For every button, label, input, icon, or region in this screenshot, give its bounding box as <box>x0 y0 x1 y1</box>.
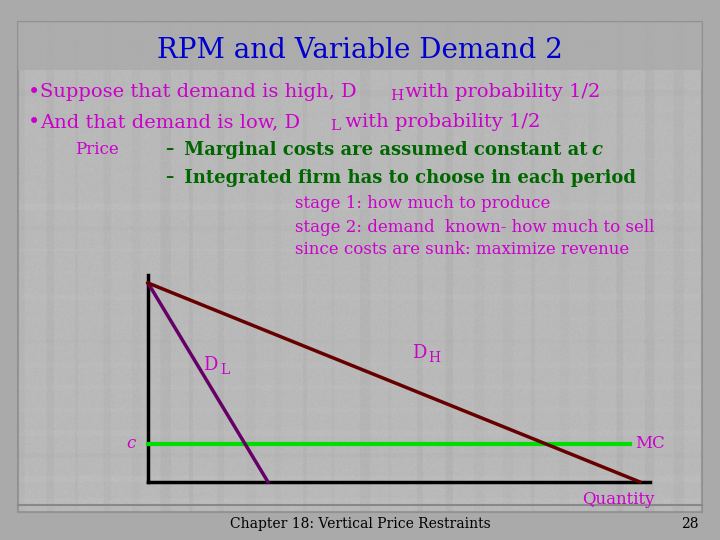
Text: RPM and Variable Demand 2: RPM and Variable Demand 2 <box>157 37 563 64</box>
Text: D: D <box>412 343 426 361</box>
Text: MC: MC <box>635 435 665 453</box>
Text: Marginal costs are assumed constant at: Marginal costs are assumed constant at <box>178 141 594 159</box>
Text: Price: Price <box>75 141 119 159</box>
Text: And that demand is low, D: And that demand is low, D <box>40 113 300 131</box>
Text: since costs are sunk: maximize revenue: since costs are sunk: maximize revenue <box>295 241 629 259</box>
Text: stage 2: demand  known- how much to sell: stage 2: demand known- how much to sell <box>295 219 654 237</box>
Text: c: c <box>591 141 602 159</box>
Text: D: D <box>203 355 217 374</box>
Text: H: H <box>390 89 403 103</box>
Text: Suppose that demand is high, D: Suppose that demand is high, D <box>40 83 356 101</box>
FancyBboxPatch shape <box>18 22 702 512</box>
Text: c: c <box>127 435 136 453</box>
Text: L: L <box>330 119 340 133</box>
Text: 28: 28 <box>681 517 698 531</box>
FancyBboxPatch shape <box>18 22 702 70</box>
Text: Chapter 18: Vertical Price Restraints: Chapter 18: Vertical Price Restraints <box>230 517 490 531</box>
Text: –: – <box>165 141 174 159</box>
Text: Integrated firm has to choose in each period: Integrated firm has to choose in each pe… <box>178 169 636 187</box>
Text: L: L <box>220 362 230 376</box>
Text: with probability 1/2: with probability 1/2 <box>399 83 600 101</box>
Text: stage 1: how much to produce: stage 1: how much to produce <box>295 195 550 213</box>
Text: •: • <box>28 82 40 102</box>
Text: with probability 1/2: with probability 1/2 <box>339 113 541 131</box>
Text: –: – <box>165 170 174 186</box>
Text: •: • <box>28 112 40 132</box>
Text: H: H <box>428 352 440 366</box>
Text: Quantity: Quantity <box>582 491 655 509</box>
